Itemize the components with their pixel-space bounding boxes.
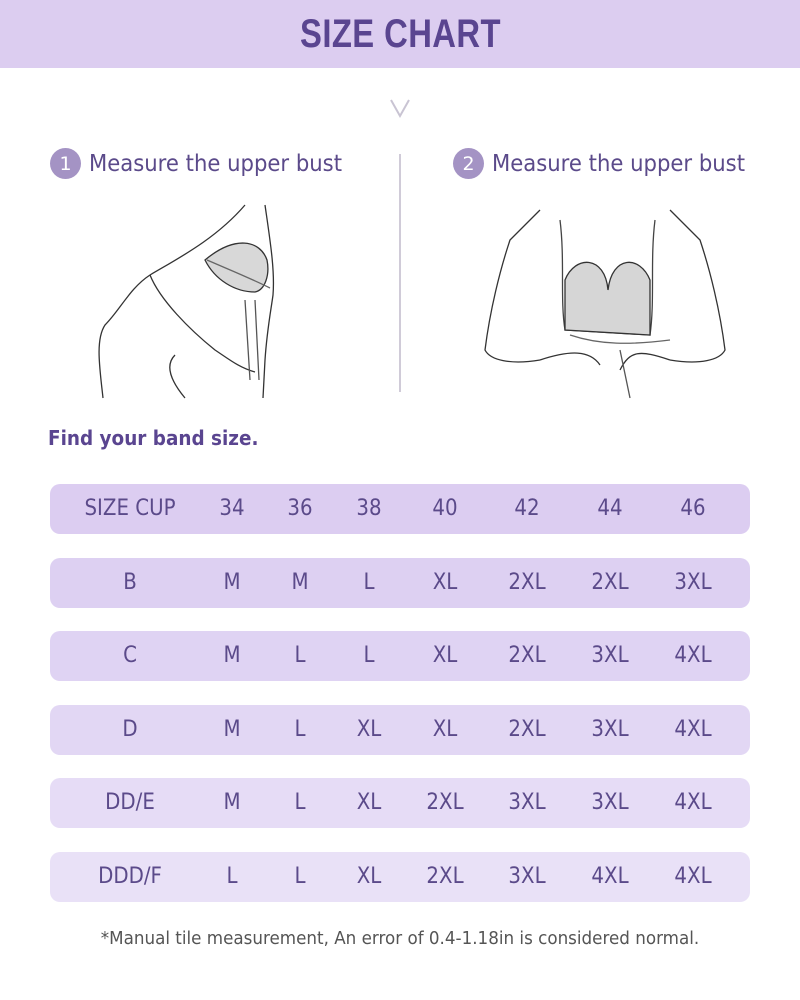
table-row: B M M L XL 2XL 2XL 3XL	[50, 558, 750, 608]
footnote: *Manual tile measurement, An error of 0.…	[100, 928, 700, 949]
size-cell: 2XL	[508, 570, 546, 595]
size-cell: L	[226, 864, 238, 889]
column-header: 34	[219, 496, 245, 521]
size-cell: L	[363, 643, 375, 668]
size-cell: 4XL	[591, 864, 629, 889]
size-cell: XL	[356, 790, 382, 815]
size-cell: 4XL	[674, 864, 712, 889]
size-cell: M	[223, 643, 241, 668]
step-number-badge: 1	[50, 148, 81, 179]
step-label: Measure the upper bust	[89, 150, 342, 177]
size-cell: 3XL	[674, 570, 712, 595]
column-header: 36	[287, 496, 313, 521]
table-row: C M L L XL 2XL 3XL 4XL	[50, 631, 750, 681]
step-number-badge: 2	[453, 148, 484, 179]
size-cell: XL	[356, 864, 382, 889]
column-header: 38	[356, 496, 382, 521]
size-cell: XL	[432, 717, 458, 742]
size-cell: M	[223, 717, 241, 742]
side-measure-illustration	[98, 204, 275, 399]
step-label: Measure the upper bust	[492, 150, 745, 177]
front-measure-illustration	[484, 209, 726, 399]
size-cell: 3XL	[591, 717, 629, 742]
size-cell: XL	[432, 643, 458, 668]
size-cell: M	[223, 790, 241, 815]
size-cell: M	[223, 570, 241, 595]
size-cell: L	[294, 864, 306, 889]
header-banner: SIZE CHART	[0, 0, 800, 68]
table-row: D M L XL XL 2XL 3XL 4XL	[50, 705, 750, 755]
size-cell: 3XL	[591, 643, 629, 668]
cup-label: DD/E	[105, 790, 155, 815]
table-header-row: SIZE CUP 34 36 38 40 42 44 46	[50, 484, 750, 534]
column-header: 46	[680, 496, 706, 521]
column-header: 44	[597, 496, 623, 521]
size-cell: XL	[432, 570, 458, 595]
size-cell: 4XL	[674, 643, 712, 668]
size-cell: 2XL	[591, 570, 629, 595]
cup-label: B	[123, 570, 137, 595]
size-cell: XL	[356, 717, 382, 742]
size-cell: 2XL	[508, 717, 546, 742]
cup-label: D	[122, 717, 138, 742]
step-1: 1 Measure the upper bust	[50, 148, 364, 179]
chevron-down-icon	[390, 99, 410, 119]
cup-label: C	[123, 643, 137, 668]
size-cell: L	[294, 790, 306, 815]
size-cell: 3XL	[508, 790, 546, 815]
band-size-heading: Find your band size.	[48, 426, 259, 450]
cup-label: DDD/F	[98, 864, 162, 889]
column-header: SIZE CUP	[84, 496, 176, 521]
size-cell: 3XL	[591, 790, 629, 815]
size-cell: 4XL	[674, 717, 712, 742]
size-cell: L	[294, 717, 306, 742]
size-cell: 2XL	[426, 864, 464, 889]
size-cell: M	[291, 570, 309, 595]
table-row: DD/E M L XL 2XL 3XL 3XL 4XL	[50, 778, 750, 828]
size-cell: 3XL	[508, 864, 546, 889]
table-row: DDD/F L L XL 2XL 3XL 4XL 4XL	[50, 852, 750, 902]
size-cell: 4XL	[674, 790, 712, 815]
size-cell: L	[294, 643, 306, 668]
column-header: 42	[514, 496, 540, 521]
divider	[399, 154, 401, 392]
size-cell: 2XL	[508, 643, 546, 668]
step-2: 2 Measure the upper bust	[453, 148, 767, 179]
size-cell: L	[363, 570, 375, 595]
size-cell: 2XL	[426, 790, 464, 815]
page-title: SIZE CHART	[299, 11, 501, 56]
column-header: 40	[432, 496, 458, 521]
